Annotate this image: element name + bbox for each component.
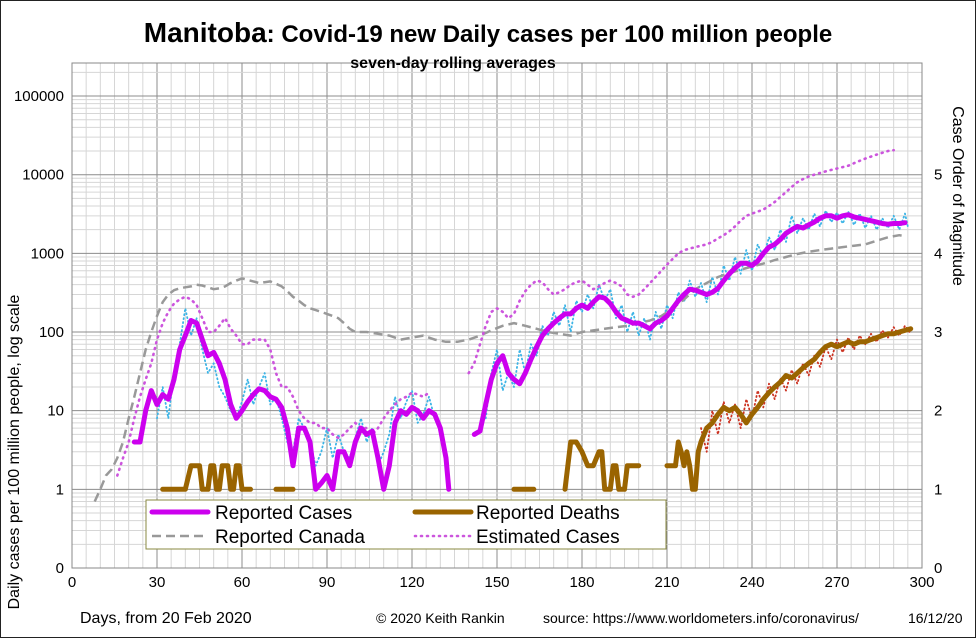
y-tick-label: 100000: [14, 88, 64, 105]
series-line-reported-canada: [93, 233, 906, 503]
legend: Reported Cases Reported Deaths Reported …: [145, 499, 667, 550]
x-tick-label: 210: [654, 574, 679, 591]
chart-title-region: Manitoba: [144, 17, 267, 48]
x-tick-label: 180: [569, 574, 594, 591]
chart-subtitle: seven-day rolling averages: [350, 55, 556, 72]
x-axis-label: Days, from 20 Feb 2020: [80, 610, 252, 627]
x-tick-label: 0: [68, 574, 76, 591]
series-line-estimated-cases: [467, 148, 896, 375]
x-tick-label: 240: [739, 574, 764, 591]
x-tick-label: 90: [319, 574, 336, 591]
y-tick-label: 0: [56, 560, 64, 577]
legend-label-reported-canada: Reported Canada: [215, 527, 365, 548]
legend-box: [145, 499, 667, 550]
chart-title: Manitoba: Covid-19 new Daily cases per 1…: [144, 17, 832, 48]
series-line-reported-cases: [131, 318, 452, 492]
series-line-reported-deaths: [160, 463, 253, 492]
x-tick-label: 270: [824, 574, 849, 591]
x-tick-label: 30: [149, 574, 166, 591]
series-line-reported-deaths: [664, 326, 914, 492]
y-axis-label: Daily cases per 100 million people, log …: [6, 294, 23, 609]
legend-label-reported-cases: Reported Cases: [215, 503, 352, 524]
y2-axis-label: Case Order of Magnitude: [949, 106, 966, 286]
y-tick-label: 10000: [22, 167, 64, 184]
x-tick-label: 120: [399, 574, 424, 591]
y2-tick-label: 5: [934, 167, 942, 184]
source-text: source: https://www.worldometers.info/co…: [543, 610, 859, 626]
y-tick-label: 10: [47, 403, 64, 420]
legend-label-reported-deaths: Reported Deaths: [476, 503, 620, 524]
x-tick-label: 300: [909, 574, 934, 591]
chart-title-rest: : Covid-19 new Daily cases per 100 milli…: [267, 21, 833, 48]
tick-labels: 0 30 60 90 120 150 180 210 240 270 300011010010001…: [14, 88, 942, 591]
legend-label-estimated-cases: Estimated Cases: [476, 527, 620, 548]
series-line-reported-deaths: [562, 439, 642, 492]
series-line-daily-cases: [156, 307, 442, 467]
copyright-text: © 2020 Keith Rankin: [376, 610, 505, 626]
series-line-estimated-cases: [116, 295, 431, 477]
grid-lines: [71, 63, 923, 569]
x-tick-label: 60: [234, 574, 251, 591]
y-tick-label: 1000: [31, 245, 64, 262]
y2-tick-label: 2: [934, 403, 942, 420]
date-text: 16/12/20: [908, 610, 963, 626]
plot-border: [71, 62, 923, 569]
y2-tick-label: 1: [934, 481, 942, 498]
x-tick-label: 150: [484, 574, 509, 591]
series-line-reported-cases: [471, 212, 908, 437]
y2-tick-label: 0: [934, 560, 942, 577]
y-tick-label: 100: [39, 324, 64, 341]
y2-tick-label: 3: [934, 324, 942, 341]
y-tick-label: 1: [56, 481, 64, 498]
series-layer: [93, 148, 914, 503]
y2-tick-label: 4: [934, 245, 942, 262]
